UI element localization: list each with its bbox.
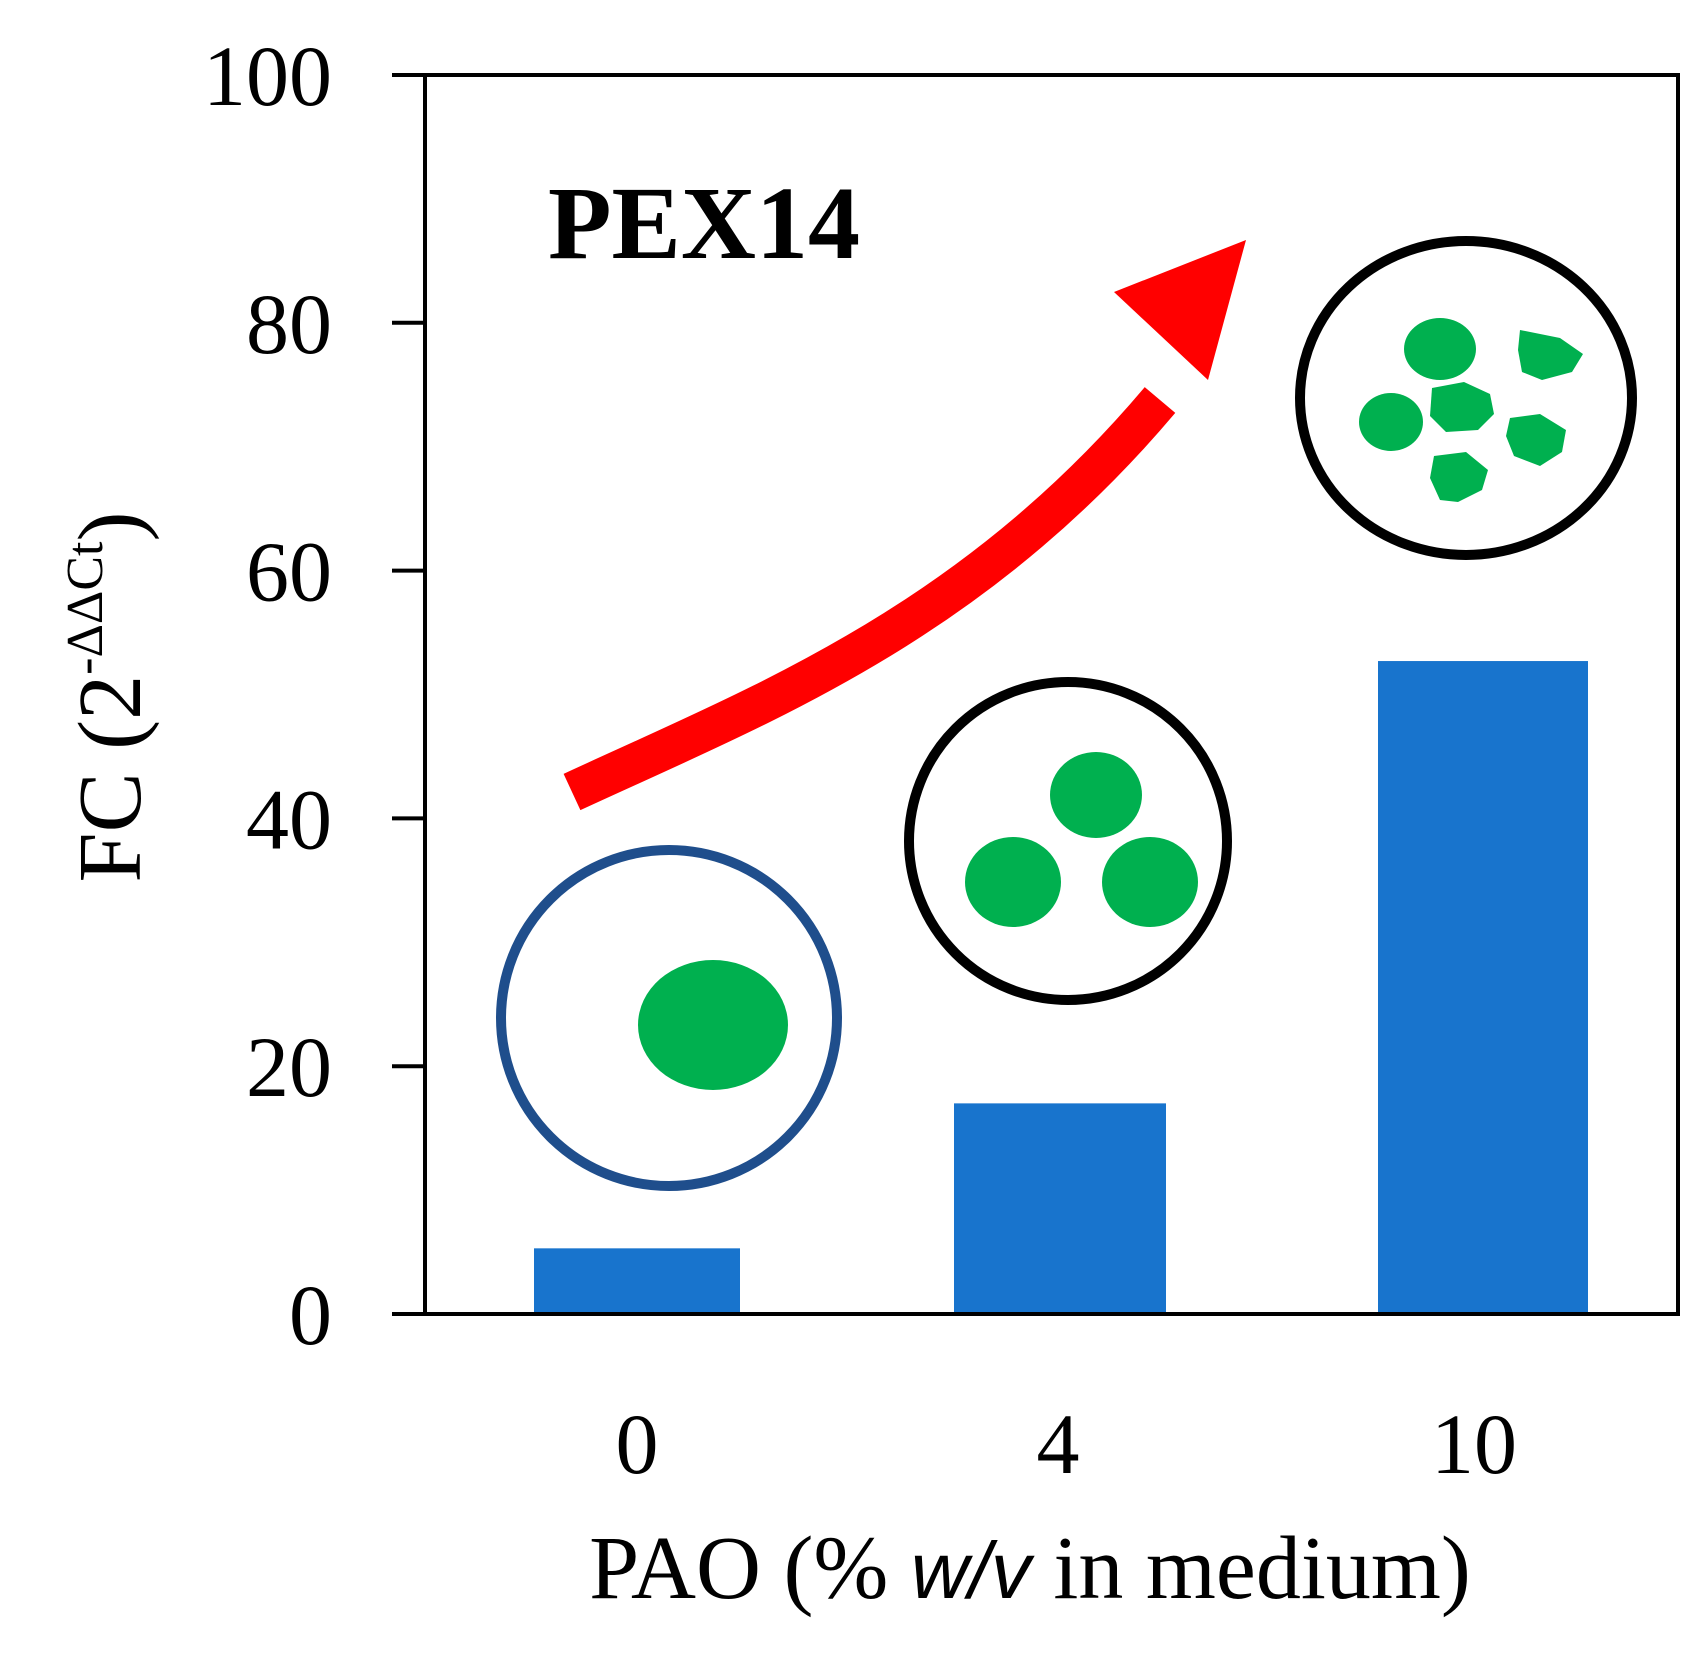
x-axis-tick-labels: 0 4 10 xyxy=(616,1396,1518,1492)
cell-one-large-organelle xyxy=(496,845,842,1191)
organelle xyxy=(1430,452,1488,502)
organelle xyxy=(1050,752,1142,838)
y-tick-label: 100 xyxy=(203,28,332,124)
y-tick-label: 80 xyxy=(246,276,332,372)
organelle xyxy=(965,837,1061,927)
plot-frame xyxy=(423,73,1680,1316)
organelle xyxy=(1359,393,1423,451)
organelle xyxy=(1404,318,1476,380)
y-axis-label: FC (2-ΔΔCt) xyxy=(57,512,160,883)
y-axis-ticks: 0 20 40 60 80 100 xyxy=(203,28,425,1363)
cell-three-organelles xyxy=(904,677,1232,1005)
x-tick-label: 0 xyxy=(616,1396,659,1492)
chart-title: PEX14 xyxy=(548,166,860,281)
organelle xyxy=(1430,382,1494,432)
y-tick-label: 0 xyxy=(289,1267,332,1363)
cell-six-small-organelles xyxy=(1295,236,1637,560)
organelle xyxy=(1518,330,1583,380)
y-tick-label: 40 xyxy=(246,771,332,867)
bar-10 xyxy=(1378,661,1588,1312)
organelle xyxy=(1506,414,1566,466)
organelle xyxy=(638,960,788,1090)
y-tick-label: 20 xyxy=(246,1019,332,1115)
bar-0 xyxy=(534,1248,740,1312)
bars xyxy=(534,661,1588,1312)
organelle xyxy=(1102,837,1198,927)
y-tick-label: 60 xyxy=(246,524,332,620)
bar-4 xyxy=(954,1103,1166,1312)
x-axis-label: PAO (% w/v in medium) xyxy=(589,1519,1471,1618)
x-tick-label: 10 xyxy=(1431,1396,1517,1492)
x-tick-label: 4 xyxy=(1037,1396,1080,1492)
increasing-trend-arrow xyxy=(563,240,1246,811)
